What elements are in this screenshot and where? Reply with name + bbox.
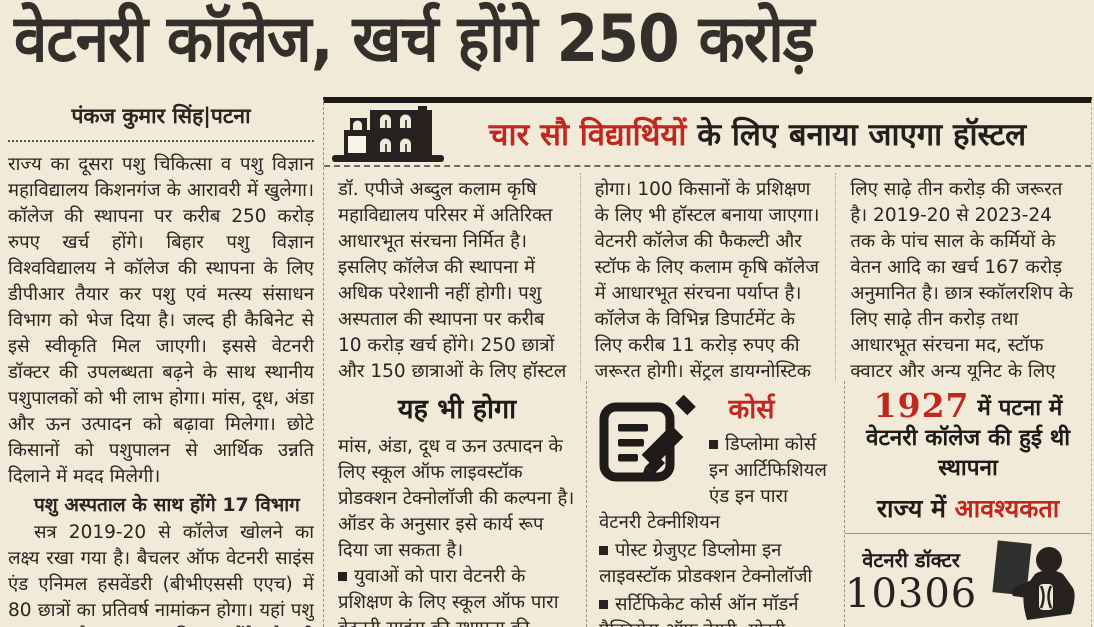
bullet-square-icon [599,546,608,555]
hostel-infobox: चार सौ विद्यार्थियों के लिए बनाया जाएगा … [323,97,1092,627]
stat-doctor-label: वेटनरी डॉक्टर [862,548,960,572]
infobox-header: चार सौ विद्यार्थियों के लिए बनाया जाएगा … [324,103,1091,167]
also-section: यह भी होगा मांस, अंडा, दूध व ऊन उत्पादन … [324,381,586,627]
state-need-heading: राज्य में आवश्यकता [851,491,1085,525]
courses-section-title: कोर्स [728,394,775,425]
infobox-title-highlight: चार सौ विद्यार्थियों [488,117,687,153]
state-need-red: आवश्यकता [954,494,1060,523]
building-icon [324,106,454,162]
byline: पंकज कुमार सिंह|पटना [8,100,314,142]
stat-doctor-value: 10306 [845,571,978,617]
stat-doctor: वेटनरी डॉक्टर 10306 [845,548,977,616]
infobox-column-3: लिए साढ़े तीन करोड़ की जरूरत है। 2019-20… [835,173,1091,381]
establishment-year: 1927 [873,386,970,425]
also-bullet-1: युवाओं को पारा वेटनरी के प्रशिक्षण के लि… [338,564,576,627]
establishment-line: 1927 में पटना में वेटनरी कॉलेज की हुई थी… [851,389,1085,483]
courses-bullet-2-text: पोस्ट ग्रेजुएट डिप्लोमा इन लाइवस्टॉक प्र… [599,540,813,587]
stats-panel: 1927 में पटना में वेटनरी कॉलेज की हुई थी… [844,381,1091,627]
establishment-text: में पटना में वेटनरी कॉलेज की हुई थी स्था… [865,395,1071,481]
also-bullet-1-text: युवाओं को पारा वेटनरी के प्रशिक्षण के लि… [338,566,559,627]
bullet-square-icon [338,572,347,581]
infobox-column-2: होगा। 100 किसानों के प्रशिक्षण के लिए भी… [579,173,836,381]
courses-section: कोर्स डिप्लोमा कोर्स इन आर्टिफिशियल एंड … [586,381,844,627]
also-section-paragraph: मांस, अंडा, दूध व ऊन उत्पादन के लिए स्कू… [338,436,575,561]
courses-bullet-3-text: सर्टिफिकेट कोर्स ऑन मॉडर्न प्रैक्टिसेस ऑ… [599,594,799,627]
article-paragraph-2: सत्र 2019-20 से कॉलेज खोलने का लक्ष्य रख… [8,522,314,627]
courses-bullet-3: सर्टिफिकेट कोर्स ऑन मॉडर्न प्रैक्टिसेस ऑ… [599,592,834,627]
courses-bullet-1: डिप्लोमा कोर्स इन आर्टिफिशियल एंड इन पार… [599,432,834,536]
stat-row-doctor: वेटनरी डॉक्टर 10306 [845,533,1091,627]
infobox-title-rest: के लिए बनाया जाएगा हॉस्टल [686,117,1027,153]
bullet-square-icon [599,600,608,609]
left-article-column: पंकज कुमार सिंह|पटना राज्य का दूसरा पशु … [8,100,314,627]
infobox-bottom-row: यह भी होगा मांस, अंडा, दूध व ऊन उत्पादन … [324,381,1091,627]
also-section-title: यह भी होगा [397,394,517,425]
stats-header: 1927 में पटना में वेटनरी कॉलेज की हुई थी… [845,381,1091,533]
article-subheading: पशु अस्पताल के साथ होंगे 17 विभाग [34,494,300,516]
bullet-square-icon [709,440,718,449]
courses-bullet-2: पोस्ट ग्रेजुएट डिप्लोमा इन लाइवस्टॉक प्र… [599,538,834,590]
infobox-title: चार सौ विद्यार्थियों के लिए बनाया जाएगा … [454,113,1091,155]
infobox-column-1: डॉ. एपीजे अब्दुल कलाम कृषि महाविद्यालय प… [338,179,567,381]
doctor-xray-icon [977,538,1091,626]
state-need-black: राज्य में [876,494,955,523]
notepad-pencil-icon [599,391,699,483]
infobox-columns: डॉ. एपीजे अब्दुल कलाम कृषि महाविद्यालय प… [324,167,1091,381]
headline: वेटनरी कॉलेज, खर्च होंगे 250 करोड़ [14,1,815,78]
article-paragraph-1: राज्य का दूसरा पशु चिकित्सा व पशु विज्ञा… [8,154,314,487]
courses-bullet-1-text: डिप्लोमा कोर्स इन आर्टिफिशियल एंड इन पार… [599,434,827,533]
